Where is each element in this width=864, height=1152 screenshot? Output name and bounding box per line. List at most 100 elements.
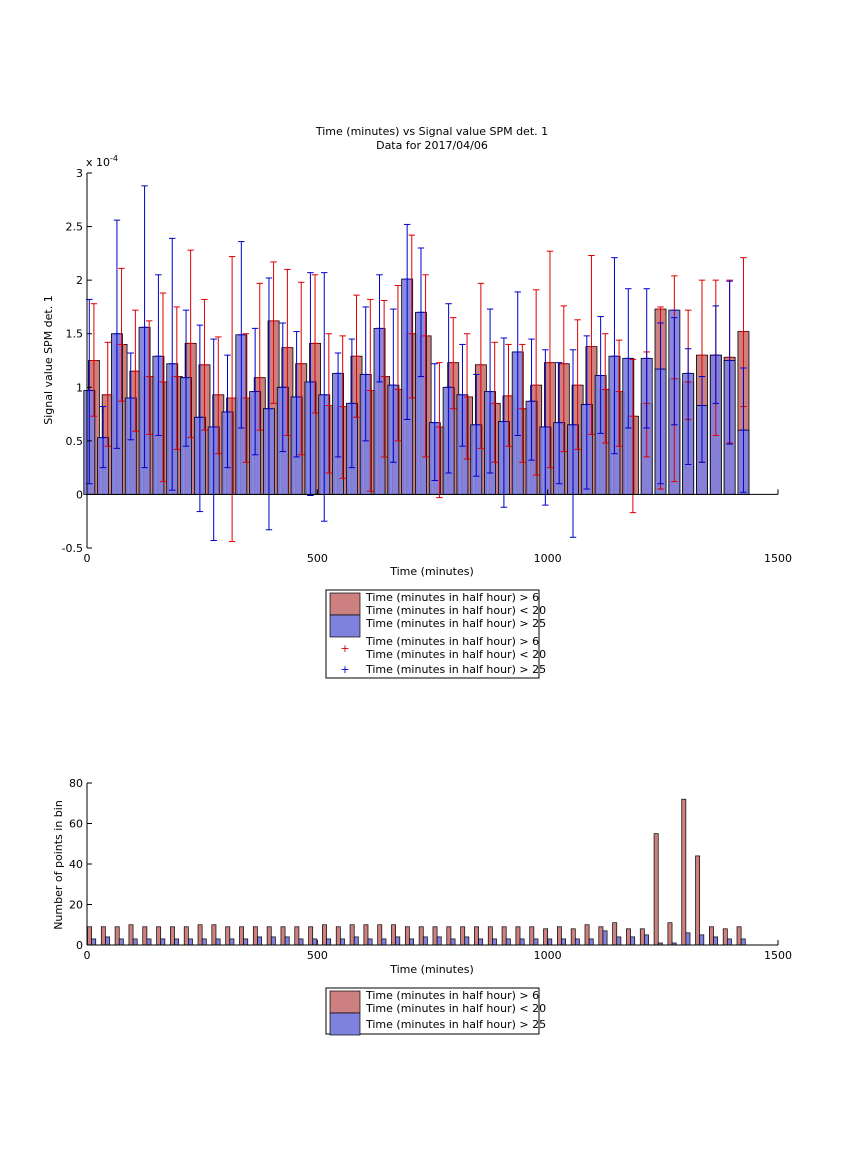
y-axis-label: Number of points in bin bbox=[52, 800, 65, 930]
count-bar-red bbox=[197, 924, 203, 946]
count-bar-red bbox=[142, 926, 148, 946]
count-bar-red bbox=[239, 926, 244, 946]
y-tick-label: 80 bbox=[69, 777, 83, 790]
legend-swatch-blue bbox=[329, 1012, 361, 1036]
legend-swatch-blue bbox=[329, 614, 361, 638]
count-bar-blue bbox=[713, 936, 719, 946]
count-bar-blue bbox=[187, 938, 193, 946]
legend-entry: Time (minutes in half hour) < 20 bbox=[365, 648, 546, 661]
count-bar-blue bbox=[726, 938, 732, 946]
y-tick-label: 1 bbox=[76, 381, 83, 394]
count-bar-blue bbox=[395, 936, 401, 946]
count-bar-red bbox=[487, 926, 493, 946]
count-bar-red bbox=[418, 926, 424, 946]
count-bar-blue bbox=[505, 938, 511, 946]
y-tick-label: 2 bbox=[76, 274, 83, 287]
x-axis-label: Time (minutes) bbox=[389, 565, 474, 578]
count-bar-red bbox=[391, 924, 396, 946]
count-bar-blue bbox=[478, 938, 484, 946]
count-bar-red bbox=[225, 926, 231, 946]
count-bar-red bbox=[446, 926, 452, 946]
count-bar-red bbox=[377, 924, 383, 946]
count-bar-red bbox=[404, 926, 410, 946]
count-bar-red bbox=[709, 926, 714, 946]
count-bar-red bbox=[584, 924, 590, 946]
legend-entry: Time (minutes in half hour) > 25 bbox=[365, 617, 546, 630]
count-bar-red bbox=[349, 924, 355, 946]
count-bar-blue bbox=[215, 938, 221, 946]
legend-signal: Time (minutes in half hour) > 6 Time (mi… bbox=[325, 589, 546, 679]
count-bar-blue bbox=[270, 936, 276, 946]
x-tick-label: 1500 bbox=[764, 552, 792, 565]
count-bar-red bbox=[570, 928, 576, 946]
count-bar-red bbox=[170, 926, 175, 946]
count-bar-red bbox=[626, 928, 631, 946]
chart-subtitle: Data for 2017/04/06 bbox=[376, 139, 488, 152]
count-bar-red bbox=[556, 926, 562, 946]
legend-entry: Time (minutes in half hour) > 25 bbox=[365, 1018, 546, 1031]
count-bar-blue bbox=[464, 936, 470, 946]
count-bar-red bbox=[211, 924, 217, 946]
count-bar-blue bbox=[312, 938, 318, 946]
count-bar-red bbox=[515, 926, 521, 946]
signal-chart: Time (minutes) vs Signal value SPM det. … bbox=[42, 125, 792, 578]
y-tick-label: 0 bbox=[76, 488, 83, 501]
count-bar-blue bbox=[644, 934, 649, 946]
count-bar-red bbox=[432, 926, 438, 946]
chart-title: Time (minutes) vs Signal value SPM det. … bbox=[315, 125, 548, 138]
count-bar-blue bbox=[436, 936, 442, 946]
legend-marker-red: + bbox=[340, 642, 349, 655]
y-tick-label: 2.5 bbox=[66, 221, 84, 234]
count-bar-red bbox=[598, 926, 604, 946]
count-bar-red bbox=[335, 926, 341, 946]
count-bar-blue bbox=[284, 936, 290, 946]
legend-entry: Time (minutes in half hour) > 25 bbox=[365, 663, 546, 676]
count-bar-red bbox=[474, 926, 479, 946]
count-bar-red bbox=[294, 926, 300, 946]
y-tick-label: 3 bbox=[76, 167, 83, 180]
count-bar-red bbox=[280, 926, 286, 946]
y-tick-label: 60 bbox=[69, 818, 83, 831]
legend-swatch-red bbox=[329, 592, 361, 616]
count-bar-blue bbox=[298, 938, 304, 946]
count-bar-red bbox=[501, 926, 507, 946]
legend-box bbox=[325, 589, 540, 679]
count-bar-blue bbox=[340, 938, 345, 946]
count-bar-red bbox=[543, 928, 549, 946]
count-bar-blue bbox=[381, 938, 387, 946]
count-bar-red bbox=[183, 926, 189, 946]
count-bar-red bbox=[266, 926, 272, 946]
count-bar-blue bbox=[588, 938, 594, 946]
count-bar-blue bbox=[740, 938, 746, 946]
y-tick-label: 0 bbox=[76, 939, 83, 952]
x-tick-label: 0 bbox=[84, 552, 91, 565]
legend-entry: Time (minutes in half hour) > 6 bbox=[365, 989, 539, 1002]
count-bar-blue bbox=[616, 936, 622, 946]
count-bar-blue bbox=[602, 930, 608, 946]
count-bar-blue bbox=[519, 938, 525, 946]
count-bar-red bbox=[612, 922, 618, 946]
count-bar-blue bbox=[243, 938, 249, 946]
count-bar-red bbox=[308, 926, 314, 946]
x-tick-label: 1000 bbox=[534, 949, 562, 962]
legend-swatch-red bbox=[329, 990, 361, 1014]
count-bar-blue bbox=[561, 938, 566, 946]
count-bar-blue bbox=[409, 938, 414, 946]
count-bar-blue bbox=[685, 932, 691, 946]
count-bar-red bbox=[460, 926, 466, 946]
legend-entry: Time (minutes in half hour) < 20 bbox=[365, 604, 546, 617]
count-bar-blue bbox=[353, 936, 359, 946]
count-bar-red bbox=[529, 926, 535, 946]
x-tick-label: 1000 bbox=[534, 552, 562, 565]
count-bar-red bbox=[722, 928, 728, 946]
count-bar-red bbox=[252, 926, 258, 946]
count-bar-red bbox=[681, 798, 687, 946]
y-tick-label: 0.5 bbox=[66, 435, 84, 448]
count-bar-blue bbox=[699, 934, 705, 946]
count-bar-red bbox=[667, 922, 673, 946]
legend-marker-blue: + bbox=[340, 663, 349, 676]
count-bar-blue bbox=[146, 938, 152, 946]
count-bar-blue bbox=[492, 938, 497, 946]
count-bar-blue bbox=[174, 938, 180, 946]
